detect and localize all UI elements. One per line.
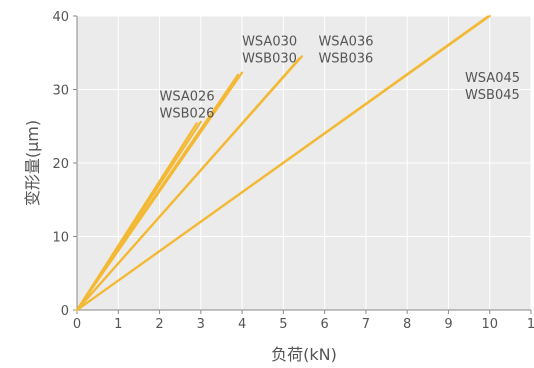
series-label: WSB030: [242, 51, 297, 66]
series-label: WSA026: [160, 90, 215, 105]
y-tick-labels: 0 10 20 30 40: [52, 10, 69, 319]
series-label: WSB026: [160, 107, 215, 122]
series-annotations: WSA026WSB026WSA030WSB030WSA036WSB036WSA0…: [160, 34, 520, 121]
x-tick-labels: 0 1 2 3 4 5 6 7 8 9 10 1: [73, 317, 534, 332]
series-line-wsb026: [75, 122, 198, 312]
x-tick-label: 2: [155, 317, 163, 332]
x-tick-label: 3: [197, 317, 205, 332]
y-tick-label: 40: [52, 10, 69, 25]
series-label: WSB036: [318, 51, 373, 66]
series-line-wsb036: [75, 56, 301, 312]
series-label: WSA036: [318, 34, 373, 49]
x-tick-label: 0: [73, 317, 81, 332]
x-tick-label: 6: [320, 317, 328, 332]
series-line-wsb045: [75, 15, 489, 312]
x-tick-label: 1: [527, 317, 534, 332]
x-tick-label: 9: [444, 317, 452, 332]
x-tick-label: 4: [238, 317, 246, 332]
axes: [73, 15, 532, 314]
series-annotation: WSA026 WSB026: [160, 90, 215, 122]
series-lines: [75, 14, 491, 312]
gridlines: [77, 15, 532, 310]
x-tick-label: 10: [481, 317, 498, 332]
x-tick-label: 1: [114, 317, 122, 332]
y-tick-label: 0: [61, 304, 69, 319]
series-label: WSA030: [242, 34, 297, 49]
x-tick-label: 8: [403, 317, 411, 332]
x-axis-title: 负荷(kN): [271, 345, 337, 364]
y-tick-label: 30: [52, 84, 69, 99]
x-tick-label: 5: [279, 317, 287, 332]
series-annotation: WSA030 WSB030: [242, 34, 297, 66]
series-label: WSA045: [465, 71, 520, 86]
series-line-wsb030: [75, 73, 240, 312]
y-axis-title: 变形量(μm): [23, 120, 42, 206]
series-annotation: WSA036 WSB036: [318, 34, 373, 66]
x-tick-label: 7: [362, 317, 370, 332]
series-annotation: WSA045 WSB045: [465, 71, 520, 103]
y-tick-label: 20: [52, 157, 69, 172]
y-tick-label: 10: [52, 231, 69, 246]
series-label: WSB045: [465, 88, 520, 103]
